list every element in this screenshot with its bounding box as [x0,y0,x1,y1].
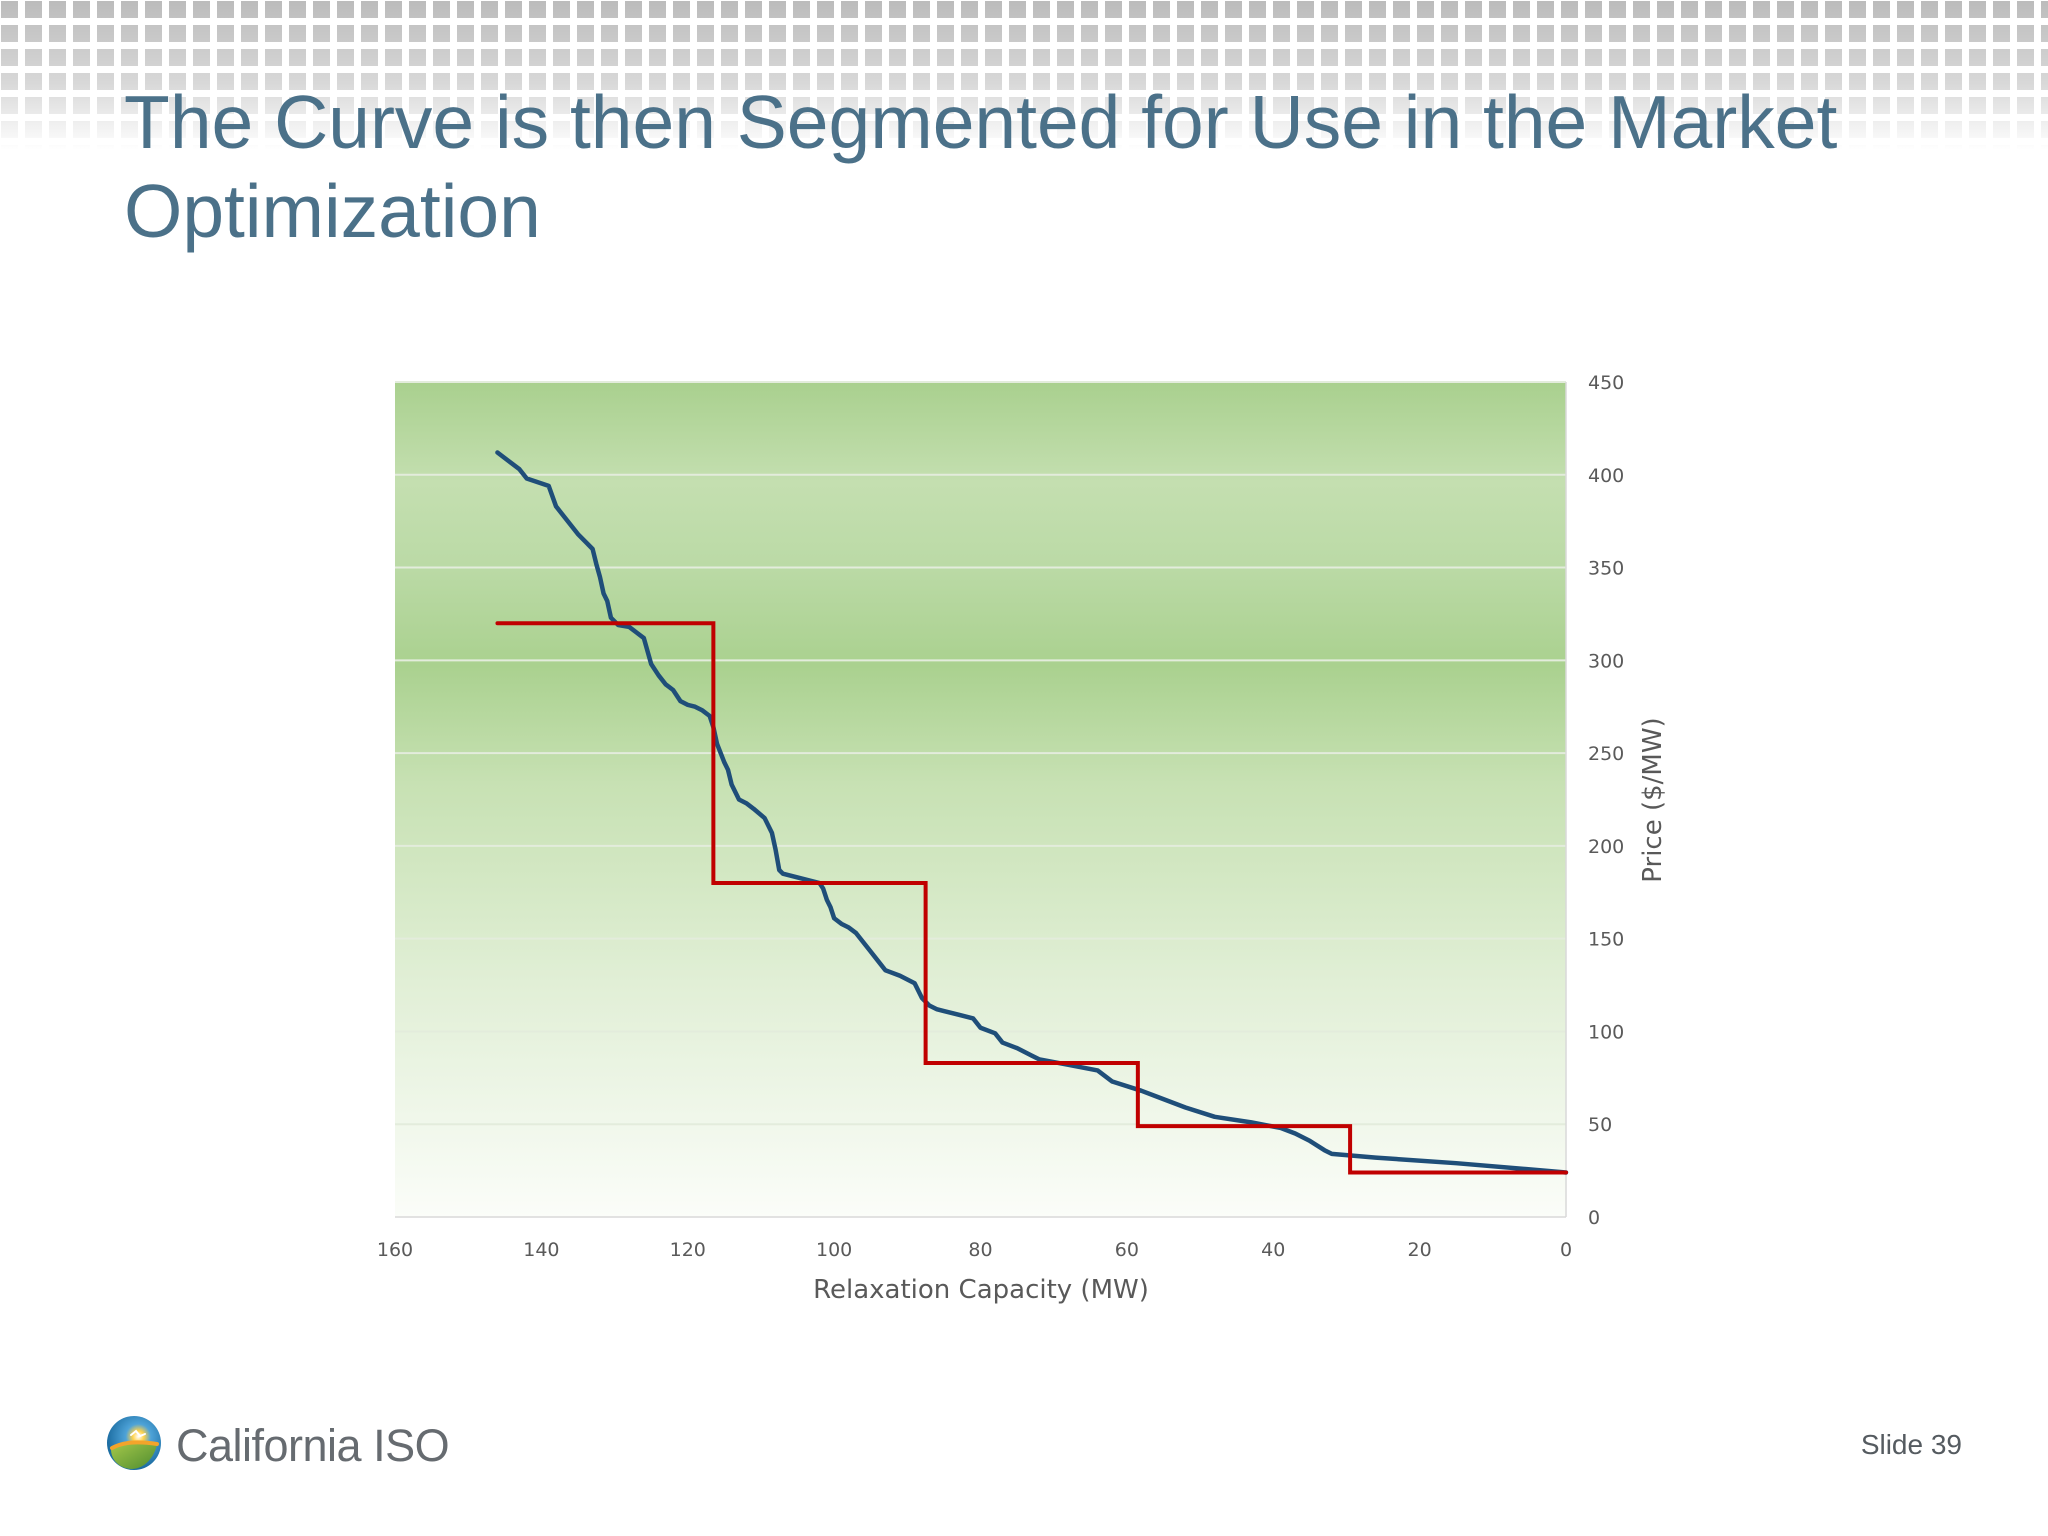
gridlines [395,381,1566,1126]
california-iso-logo-icon [107,1416,161,1470]
x-tick-label: 100 [816,1239,852,1261]
x-axis-ticks: 160 140 120 100 80 60 40 20 0 [377,1239,1572,1261]
x-tick-label: 80 [968,1239,992,1261]
california-iso-logo-text: California ISO [176,1420,450,1471]
california-iso-logo: California ISO [106,1415,450,1481]
x-tick-label: 120 [670,1239,706,1261]
slide-title: The Curve is then Segmented for Use in t… [124,80,1838,253]
segmented-step-line [495,621,1568,1175]
y-tick-label: 300 [1588,650,1624,672]
y-tick-label: 100 [1588,1021,1624,1043]
y-axis-title: Price ($/MW) [1638,717,1668,882]
y-tick-label: 250 [1588,743,1624,765]
x-tick-label: 0 [1560,1239,1572,1261]
x-axis-title: Relaxation Capacity (MW) [813,1275,1149,1305]
y-tick-label: 150 [1588,929,1624,951]
y-axis-ticks: 0 50 100 150 200 250 300 350 400 450 [1588,372,1624,1229]
series-layer [495,450,1569,1175]
y-tick-label: 50 [1588,1114,1612,1136]
plot-area [395,382,1566,1217]
y-tick-label: 200 [1588,836,1624,858]
x-tick-label: 60 [1115,1239,1139,1261]
y-tick-label: 350 [1588,558,1624,580]
y-tick-label: 400 [1588,465,1624,487]
top-grid-pattern [0,0,2048,150]
relaxation-curve-line [495,450,1569,1175]
y-tick-label: 0 [1588,1207,1600,1229]
x-tick-label: 40 [1261,1239,1285,1261]
y-tick-label: 450 [1588,372,1624,394]
x-tick-label: 160 [377,1239,413,1261]
slide-number: Slide 39 [1860,1429,1962,1460]
x-tick-label: 20 [1408,1239,1432,1261]
x-tick-label: 140 [523,1239,559,1261]
